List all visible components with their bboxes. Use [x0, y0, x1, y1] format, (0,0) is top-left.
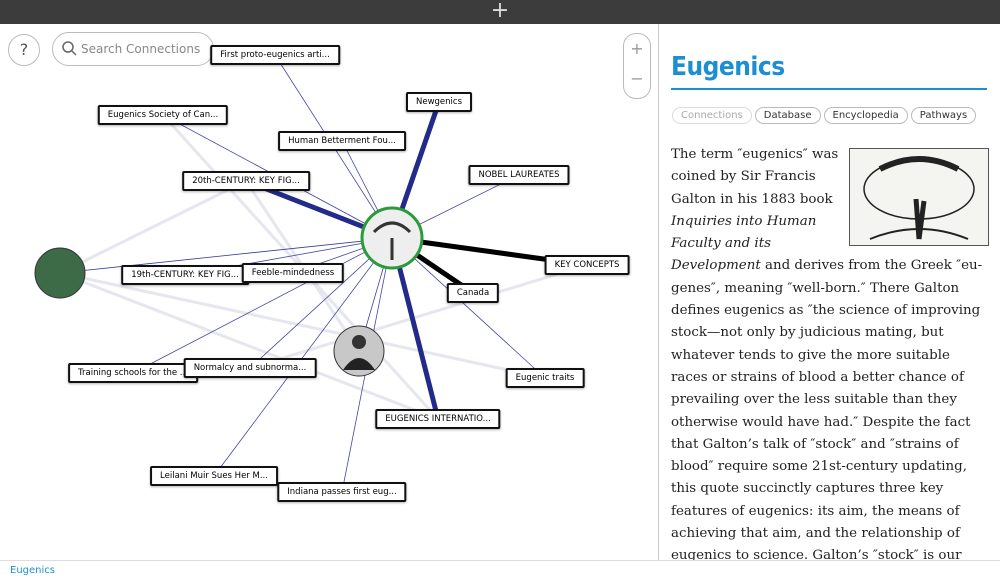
faint-edge: [59, 179, 247, 275]
node-label[interactable]: Canada: [446, 283, 500, 303]
zoom-control: + −: [623, 33, 651, 99]
edge: [132, 237, 393, 374]
node-label[interactable]: Eugenics Society of Can...: [97, 105, 229, 125]
node-label[interactable]: Eugenic traits: [505, 368, 585, 388]
faint-edge: [249, 263, 588, 370]
graph-area: ? Search Connections + − First proto-euge…: [0, 24, 659, 560]
node-label[interactable]: Human Betterment Fou...: [278, 131, 406, 151]
node-label[interactable]: KEY CONCEPTS: [544, 255, 630, 275]
node-label[interactable]: EUGENICS INTERNATIO...: [375, 409, 501, 429]
article-panel: Eugenics Connections Database Encycloped…: [659, 24, 1000, 560]
node-label[interactable]: Indiana passes first eug...: [277, 482, 407, 502]
node-label[interactable]: Newgenics: [405, 92, 473, 112]
image-node: [333, 325, 385, 377]
portrait-head: [352, 335, 366, 349]
breadcrumb[interactable]: Eugenics: [10, 565, 55, 576]
tab[interactable]: Connections: [672, 107, 752, 124]
text-run: The term ″eugenics″ was coined by Sir Fr…: [671, 147, 839, 207]
zoom-in[interactable]: +: [630, 39, 644, 58]
node-label[interactable]: First proto-eugenics arti...: [210, 45, 340, 65]
footer: Eugenics: [0, 560, 1000, 581]
title-rule: [671, 88, 987, 90]
search-placeholder: Search Connections: [81, 42, 201, 56]
node-label[interactable]: Normalcy and subnorma...: [183, 358, 317, 378]
article-title: Eugenics: [671, 52, 785, 82]
article-image: [849, 148, 989, 246]
node-label[interactable]: 19th-CENTURY: KEY FIG...: [121, 265, 249, 285]
portrait-body: [343, 358, 375, 370]
hub-art: [372, 221, 412, 260]
search-box[interactable]: Search Connections: [52, 32, 214, 66]
book-title: Inquiries into Human Faculty and its Dev…: [671, 213, 817, 274]
tabs: Connections Database Encyclopedia Pathwa…: [672, 107, 977, 124]
graph-edges: [34, 54, 588, 493]
article-text: The term ″eugenics″ was coined by Sir Fr…: [671, 144, 989, 560]
node-label[interactable]: Leilani Muir Sues Her M...: [150, 466, 278, 486]
edge: [213, 237, 393, 477]
node-label[interactable]: 20th-CENTURY: KEY FIG...: [182, 171, 310, 191]
tab[interactable]: Database: [754, 107, 821, 124]
node-label[interactable]: Feeble-mindedness: [241, 263, 345, 283]
edge: [391, 237, 546, 379]
faint-edge: [59, 271, 546, 380]
edge: [59, 237, 393, 274]
faint-edge: [59, 271, 439, 421]
image-node: [34, 247, 86, 299]
node-label[interactable]: NOBEL LAUREATES: [468, 165, 570, 185]
zoom-out[interactable]: −: [630, 69, 644, 88]
text-run: and derives from the Greek ″eu-genes″, m…: [671, 258, 983, 560]
edge: [249, 237, 393, 369]
search-icon: [62, 41, 77, 56]
node-label[interactable]: Training schools for the ...: [68, 363, 198, 383]
help-button[interactable]: ?: [8, 34, 40, 66]
tab[interactable]: Pathways: [910, 107, 977, 124]
add-button[interactable]: +: [490, 0, 510, 23]
tab[interactable]: Encyclopedia: [823, 107, 908, 124]
toolbar: +: [0, 0, 1000, 24]
